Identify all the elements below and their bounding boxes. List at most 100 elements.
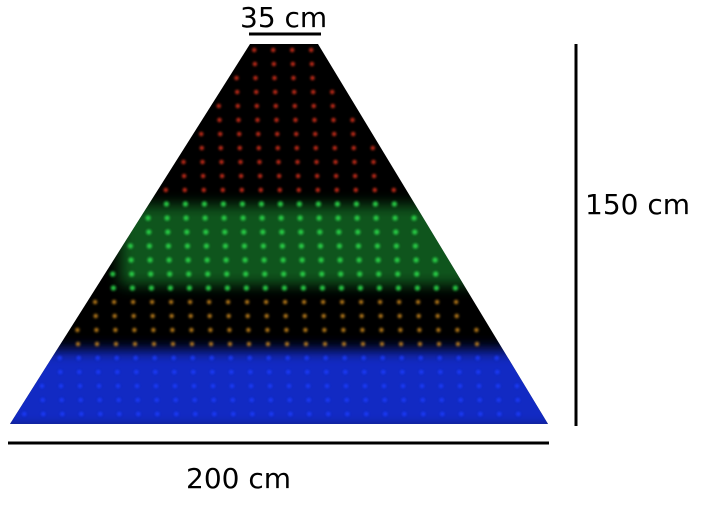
led-dot: [146, 229, 152, 235]
led-dot: [280, 257, 286, 263]
led-dot: [364, 411, 369, 417]
led-dot: [224, 271, 230, 277]
led-dot: [94, 327, 99, 333]
led-dot: [191, 369, 196, 375]
led-dot: [474, 327, 479, 333]
led-dot: [268, 397, 273, 403]
led-dot: [165, 243, 171, 249]
led-dot: [182, 187, 187, 193]
led-dot: [331, 117, 336, 123]
led-dot: [148, 271, 154, 277]
led-dot: [418, 355, 423, 361]
led-dot: [145, 215, 151, 221]
led-dot: [454, 299, 459, 305]
led-dot: [433, 271, 439, 277]
led-dot: [283, 313, 288, 319]
led-dot: [228, 355, 233, 361]
led-dot: [265, 327, 270, 333]
led-dot: [436, 327, 441, 333]
led-dot: [338, 285, 344, 291]
led-dot: [334, 187, 339, 193]
led-dot: [240, 215, 246, 221]
led-dot: [113, 327, 118, 333]
led-dot: [356, 257, 362, 263]
led-dot: [246, 327, 251, 333]
led-dot: [229, 383, 235, 389]
led-dot: [379, 327, 384, 333]
led-dot: [324, 383, 330, 389]
led-dot: [98, 411, 103, 417]
led-dot: [375, 257, 381, 263]
led-dot: [210, 383, 216, 389]
led-dot: [286, 369, 291, 375]
led-dot: [355, 243, 361, 249]
led-dot: [335, 215, 341, 221]
led-dot: [374, 243, 380, 249]
led-dot: [381, 383, 387, 389]
led-dot: [420, 397, 425, 403]
led-dot: [241, 229, 247, 235]
led-dot: [217, 117, 222, 123]
led-dot: [236, 117, 241, 123]
led-dot: [226, 299, 231, 305]
led-dot: [334, 173, 339, 179]
led-dot: [421, 411, 426, 417]
led-dot: [41, 411, 46, 417]
led-dot: [376, 271, 382, 277]
led-dot: [182, 173, 187, 179]
led-dot: [260, 229, 266, 235]
led-dot: [275, 145, 280, 151]
led-dot: [131, 299, 136, 305]
led-dot: [362, 369, 367, 375]
led-dot: [267, 369, 272, 375]
led-dot: [293, 117, 298, 123]
led-dot: [39, 383, 45, 389]
led-dot: [201, 187, 206, 193]
led-dot: [353, 201, 359, 207]
led-dot: [325, 397, 330, 403]
led-dot: [393, 229, 399, 235]
led-dot: [496, 397, 501, 403]
led-dot: [254, 103, 259, 109]
led-dot: [266, 355, 271, 361]
led-dot: [186, 271, 192, 277]
led-dot: [400, 369, 405, 375]
height-label: 150 cm: [585, 188, 691, 221]
led-dot: [252, 61, 257, 67]
led-dot: [303, 341, 309, 347]
led-dot: [208, 341, 214, 347]
led-dot: [319, 271, 325, 277]
led-dot: [203, 243, 209, 249]
led-dot: [412, 229, 418, 235]
blue-glow-band: [10, 350, 548, 424]
led-dot: [454, 313, 459, 319]
led-dot: [172, 369, 177, 375]
led-dot: [210, 369, 215, 375]
led-dot: [457, 383, 463, 389]
led-dot: [458, 397, 463, 403]
led-dot: [277, 173, 282, 179]
led-dot: [226, 313, 231, 319]
led-dot: [283, 299, 288, 305]
led-dot: [191, 383, 197, 389]
led-dot: [209, 355, 214, 361]
led-dot: [291, 75, 296, 81]
led-dot: [254, 89, 259, 95]
led-dot: [77, 383, 83, 389]
led-dot: [414, 271, 420, 277]
led-dot: [235, 89, 240, 95]
led-dot: [172, 383, 178, 389]
led-dot: [495, 383, 501, 389]
led-dot: [77, 369, 82, 375]
led-dot: [262, 271, 268, 277]
led-dot: [299, 257, 305, 263]
led-dot: [218, 145, 223, 151]
led-dot: [322, 341, 328, 347]
led-dot: [249, 397, 254, 403]
led-dot: [332, 131, 337, 137]
led-dot: [372, 201, 378, 207]
led-dot: [150, 299, 155, 305]
led-dot: [127, 243, 133, 249]
led-dot: [58, 383, 64, 389]
led-dot: [277, 201, 283, 207]
